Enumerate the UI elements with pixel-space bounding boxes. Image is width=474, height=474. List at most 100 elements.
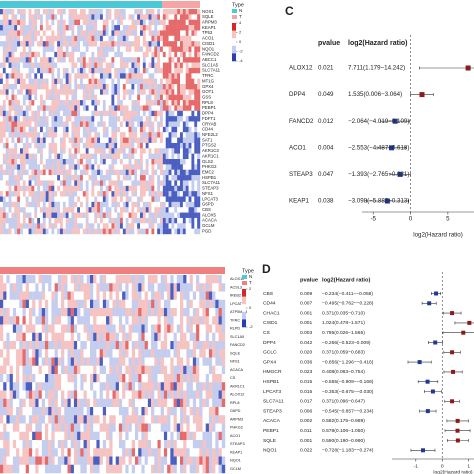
heatmap-cell [131,316,136,325]
heatmap-cell [134,175,138,181]
heatmap-cell [102,116,106,122]
heatmap-cell [35,374,39,383]
heatmap-cell [191,9,195,15]
heatmap-cell [2,142,6,149]
heatmap-cell [177,25,181,31]
heatmap-cell [12,415,17,424]
heatmap-cell [57,407,62,416]
heatmap-cell [70,464,75,474]
heatmap-cell [94,14,98,20]
heatmap-cell [145,25,149,31]
hazard-ratio-label: 0.408(0.063−0.754) [322,369,365,375]
heatmap-cell [145,142,149,149]
heatmap-cell [168,142,172,149]
heatmap-cell [215,440,219,449]
heatmap-cell [205,365,210,375]
heatmap-cell [94,89,98,95]
heatmap-cell [80,105,84,111]
heatmap-cell [205,390,210,399]
heatmap-cell [86,415,91,424]
heatmap-cell [22,121,26,128]
heatmap-cell [162,180,166,186]
heatmap-cell [22,35,26,42]
heatmap-cell [90,324,94,333]
heatmap-cell [145,78,149,85]
heatmap-cell [22,324,26,333]
heatmap-cell [151,228,155,235]
heatmap-cell [157,25,161,31]
heatmap-cell [80,407,84,416]
heatmap-cell [185,137,189,144]
heatmap-cell [62,217,66,224]
heatmap-cell [100,51,104,58]
heatmap-cell [20,51,24,58]
heatmap-cell [70,349,75,358]
row-label: ALOX5 [202,212,216,217]
heatmap-cell [11,217,15,224]
heatmap-cell [215,448,219,457]
heatmap-cell [131,423,136,432]
heatmap-cell [194,180,198,186]
heatmap-cell [180,14,184,20]
heatmap-cell [54,148,58,154]
heatmap-cell [199,283,203,292]
heatmap-cell [131,100,135,106]
heatmap-cell [14,89,18,95]
heatmap-cell [71,9,75,15]
heatmap-cell [2,78,6,85]
heatmap-cell [218,423,222,432]
heatmap-cell [94,57,98,63]
heatmap-cell [48,283,52,292]
heatmap-cell [34,191,38,197]
heatmap-cell [65,100,69,106]
heatmap-cell [32,398,36,408]
heatmap-cell [141,283,145,292]
heatmap-cell [191,121,195,128]
heatmap-cell [17,25,21,31]
heatmap-cell [147,440,152,449]
heatmap-cell [180,153,184,160]
colorbar-segment [232,45,236,54]
legend-swatch [242,275,247,279]
heatmap-cell [154,390,158,399]
heatmap-cell [83,316,87,325]
heatmap-cell [188,159,192,165]
heatmap-cell [71,62,75,69]
heatmap-cell [41,291,46,300]
heatmap-cell [180,390,184,399]
heatmap-cell [131,275,136,284]
heatmap-cell [170,464,174,474]
row-label: RPL8 [230,401,240,405]
gene-label: CHAC1 [263,310,280,316]
heatmap-cell [86,291,91,300]
heatmap-cell [64,365,68,375]
heatmap-cell [94,94,98,101]
p-value: 0.020 [300,350,313,356]
heatmap-cell [45,223,49,229]
heatmap-cell [85,126,89,133]
heatmap-cell [140,126,144,133]
heatmap-cell [5,78,9,85]
heatmap-cell [185,84,189,90]
heatmap-cell [22,201,26,208]
heatmap-cell [215,324,219,333]
heatmap-cell [108,25,112,31]
heatmap-cell [115,440,120,449]
heatmap-cell [16,324,20,333]
heatmap-cell [145,137,149,144]
heatmap-cell [96,456,100,465]
heatmap-cell [163,341,168,350]
heatmap-cell [61,365,65,375]
heatmap-cell [197,35,201,42]
heatmap-cell [51,41,55,47]
heatmap-cell [128,217,132,224]
heatmap-cell [97,19,101,26]
heatmap-cell [162,159,166,165]
heatmap-cell [176,440,181,449]
heatmap-cell [134,207,138,213]
heatmap-cell [138,456,142,465]
heatmap-cell [22,398,26,408]
heatmap-cell [180,41,184,47]
heatmap-cell [151,341,155,350]
heatmap-cell [167,291,171,300]
